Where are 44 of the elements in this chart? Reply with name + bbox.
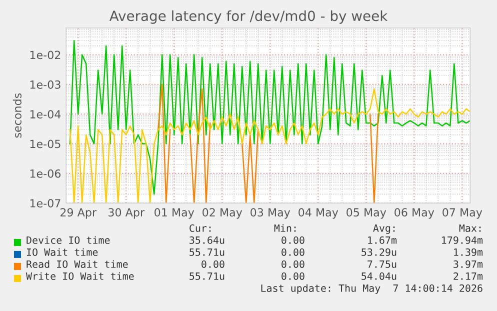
- text: 3.97m: [454, 260, 483, 268]
- x-tick-label: 01 May: [154, 208, 194, 219]
- text: 55.71u: [190, 248, 224, 256]
- x-tick-label: 07 May: [442, 208, 482, 219]
- text: 53.29u: [362, 248, 396, 256]
- text: Cur:: [190, 224, 211, 232]
- text: 0.00: [282, 236, 304, 244]
- text: 0.00: [282, 260, 304, 268]
- text: 2.17m: [454, 272, 483, 280]
- y-tick-label: 1e-05: [30, 140, 60, 148]
- text: Avg:: [373, 224, 395, 234]
- text: Min:: [274, 224, 296, 232]
- text: 1.39m: [454, 248, 483, 256]
- text: Max:: [459, 224, 481, 232]
- x-tick-label: 04 May: [298, 208, 338, 219]
- text: 55.71u: [190, 272, 224, 280]
- y-tick-label: 1e-06: [30, 169, 61, 178]
- legend-label: Write IO Wait time: [26, 272, 134, 280]
- x-tick-label: 06 May: [394, 208, 434, 219]
- text: 1.67m: [368, 236, 397, 244]
- y-tick-label: 1e-04: [30, 110, 61, 118]
- x-tick-label: 03 May: [250, 208, 290, 219]
- text: 7.75u: [368, 260, 396, 268]
- y-tick-label: 1e-02: [30, 50, 60, 60]
- text: 0.00: [202, 260, 224, 268]
- y-tick-label: 1e-03: [30, 80, 60, 89]
- line-series: [69, 40, 470, 195]
- chart-title: Average latency for /dev/md0 - by week: [109, 10, 388, 24]
- text: 0.00: [282, 272, 304, 280]
- text: 179.94m: [442, 236, 483, 244]
- x-tick-label: 05 May: [346, 208, 386, 219]
- text: 0.00: [282, 248, 304, 256]
- y-axis-title: seconds: [12, 93, 22, 138]
- legend-label: Device IO time: [26, 236, 110, 244]
- legend-label: IO Wait time: [26, 248, 98, 256]
- text: Last update: Thu May 7 14:00:14 2026: [261, 284, 482, 294]
- x-tick-label: 29 Apr: [60, 208, 97, 219]
- line-series: [69, 88, 470, 204]
- text: 54.04u: [362, 272, 396, 280]
- legend-label: Read IO Wait time: [26, 260, 128, 268]
- x-tick-label: 02 May: [202, 208, 242, 219]
- x-tick-label: 30 Apr: [108, 208, 145, 219]
- text: 35.64u: [190, 236, 224, 244]
- y-tick-label: 1e-07: [30, 199, 60, 208]
